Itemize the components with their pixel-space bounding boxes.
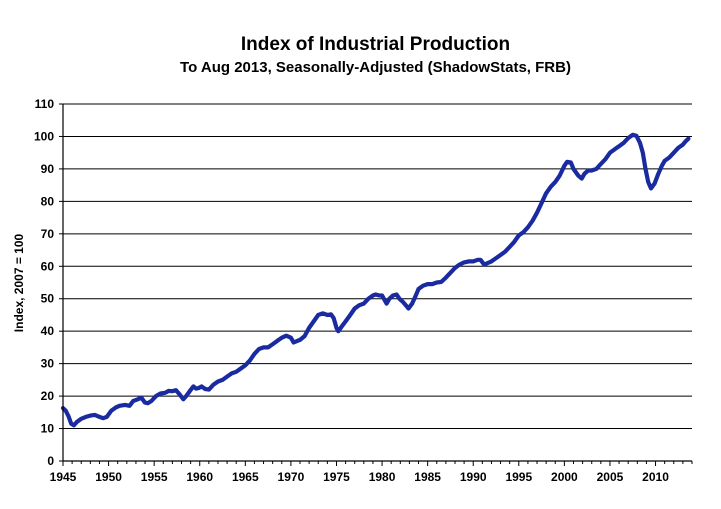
y-tick-label: 10: [41, 422, 55, 436]
y-tick-label: 80: [41, 194, 55, 208]
x-tick-label: 1950: [95, 470, 122, 484]
x-tick-label: 1960: [186, 470, 213, 484]
chart-title: Index of Industrial Production: [240, 34, 511, 55]
y-axis-label: Index, 2007 = 100: [12, 233, 26, 332]
x-tick-label: 2010: [642, 470, 669, 484]
y-tick-label: 0: [47, 454, 54, 468]
y-tick-label: 70: [41, 227, 55, 241]
x-tick-label: 1980: [369, 470, 396, 484]
x-tick-label: 1995: [505, 470, 532, 484]
x-tick-label: 1985: [414, 470, 441, 484]
x-tick-label: 2005: [597, 470, 624, 484]
x-tick-label: 2000: [551, 470, 578, 484]
y-tick-label: 60: [41, 259, 55, 273]
y-tick-label: 20: [41, 389, 55, 403]
x-tick-label: 1990: [460, 470, 487, 484]
chart-subtitle: To Aug 2013, Seasonally-Adjusted (Shadow…: [180, 59, 571, 76]
x-tick-label: 1955: [141, 470, 168, 484]
x-tick-label: 1965: [232, 470, 259, 484]
y-tick-label: 50: [41, 292, 55, 306]
x-tick-label: 1970: [278, 470, 305, 484]
y-tick-label: 110: [35, 97, 55, 111]
series-line: [60, 132, 691, 428]
y-tick-label: 30: [41, 357, 55, 371]
y-tick-label: 90: [41, 162, 55, 176]
y-tick-label: 100: [34, 129, 54, 143]
x-tick-label: 1975: [323, 470, 350, 484]
y-tick-label: 40: [41, 324, 55, 338]
x-tick-label: 1945: [50, 470, 77, 484]
